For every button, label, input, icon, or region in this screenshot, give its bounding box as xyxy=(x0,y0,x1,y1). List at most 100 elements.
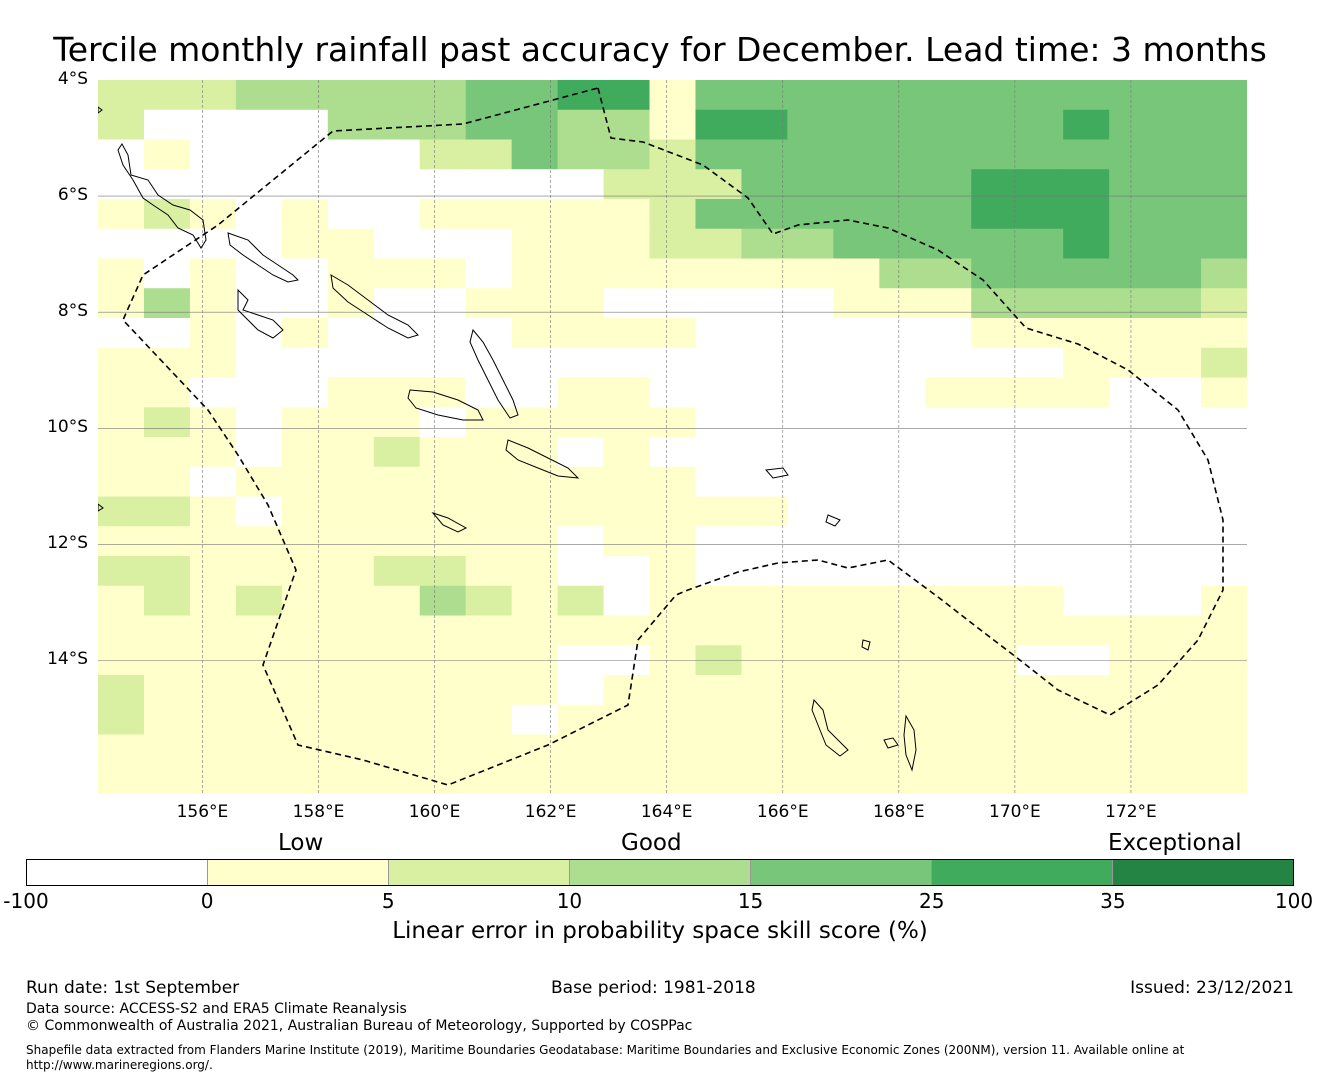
skill-cell xyxy=(511,407,559,438)
skill-cell xyxy=(98,199,145,230)
skill-cell xyxy=(98,675,145,706)
skill-cell xyxy=(879,228,926,260)
skill-cell xyxy=(1201,347,1247,379)
skill-cell xyxy=(1063,437,1110,468)
island-malekula xyxy=(883,737,899,749)
latitude-label: 14°S xyxy=(47,649,88,670)
colorbar-segment xyxy=(27,860,208,885)
skill-cell xyxy=(787,556,834,587)
skill-cell xyxy=(189,615,237,646)
skill-cell xyxy=(1201,496,1247,527)
skill-cell xyxy=(695,704,743,736)
colorbar-tick-label: -100 xyxy=(3,889,49,913)
skill-cell xyxy=(879,169,926,200)
skill-cell xyxy=(603,199,651,230)
skill-cell xyxy=(603,734,651,765)
skill-cell xyxy=(695,318,743,349)
island-vanua-lava xyxy=(861,639,871,651)
skill-cell xyxy=(98,139,145,170)
skill-cell xyxy=(1017,80,1064,111)
skill-cell xyxy=(1155,169,1202,200)
skill-cell xyxy=(189,496,237,527)
skill-cell xyxy=(1017,258,1064,289)
skill-cell xyxy=(419,437,467,468)
skill-cell xyxy=(419,347,467,379)
skill-cell xyxy=(465,466,513,498)
skill-cell xyxy=(511,169,559,200)
skill-cell xyxy=(235,228,283,260)
skill-cell xyxy=(557,139,605,170)
skill-cell xyxy=(327,377,375,408)
skill-cell xyxy=(1063,139,1110,170)
skill-cell xyxy=(787,199,834,230)
skill-cell xyxy=(603,615,651,646)
skill-cell xyxy=(603,675,651,706)
skill-cell xyxy=(511,199,559,230)
skill-cell xyxy=(833,377,880,408)
skill-cell xyxy=(327,526,375,557)
skill-cell xyxy=(603,109,651,141)
skill-cell xyxy=(465,228,513,260)
skill-cell xyxy=(1109,615,1156,646)
skill-cell xyxy=(189,288,237,319)
skill-cell xyxy=(281,347,329,379)
colorbar-segment xyxy=(570,860,751,885)
skill-cell xyxy=(1109,734,1156,765)
skill-cell xyxy=(695,139,743,170)
skill-cell xyxy=(1063,764,1110,794)
skill-map-canvas xyxy=(98,80,1247,794)
skill-cell xyxy=(511,615,559,646)
skill-cell xyxy=(649,556,697,587)
category-label-low: Low xyxy=(278,830,324,856)
skill-cell xyxy=(649,407,697,438)
skill-cell xyxy=(649,466,697,498)
skill-cell xyxy=(327,466,375,498)
skill-cell xyxy=(143,139,191,170)
skill-cell xyxy=(373,437,421,468)
island-bougainville xyxy=(117,143,207,249)
skill-cell xyxy=(1155,377,1202,408)
skill-cell xyxy=(925,347,972,379)
skill-cell xyxy=(143,318,191,349)
skill-cell xyxy=(603,228,651,260)
skill-cell xyxy=(557,437,605,468)
skill-cell xyxy=(971,139,1018,170)
skill-cell xyxy=(1155,526,1202,557)
skill-cell xyxy=(695,109,743,141)
skill-cell xyxy=(1109,704,1156,736)
skill-cell xyxy=(189,109,237,141)
skill-cell xyxy=(925,258,972,289)
skill-cell xyxy=(511,585,559,617)
skill-cell xyxy=(603,318,651,349)
skill-cell xyxy=(925,437,972,468)
skill-cell xyxy=(879,258,926,289)
skill-cell xyxy=(879,288,926,319)
skill-cell xyxy=(971,258,1018,289)
skill-cell xyxy=(235,288,283,319)
skill-cell xyxy=(1201,258,1247,289)
island-new-georgia xyxy=(237,288,284,339)
skill-cell xyxy=(327,734,375,765)
skill-cell xyxy=(98,347,145,379)
skill-cell xyxy=(235,734,283,765)
skill-cell xyxy=(557,704,605,736)
skill-cell xyxy=(1201,704,1247,736)
skill-cell xyxy=(511,437,559,468)
skill-cell xyxy=(1017,615,1064,646)
skill-cell xyxy=(419,228,467,260)
skill-cell xyxy=(787,80,834,111)
skill-cell xyxy=(373,764,421,794)
skill-cell xyxy=(1155,437,1202,468)
shapefile-credit: Shapefile data extracted from Flanders M… xyxy=(26,1043,1296,1073)
skill-cell xyxy=(281,556,329,587)
skill-cell xyxy=(327,139,375,170)
coastlines xyxy=(98,106,917,772)
skill-cell xyxy=(557,466,605,498)
skill-cell xyxy=(189,377,237,408)
skill-cell xyxy=(925,526,972,557)
colorbar-tick-label: 0 xyxy=(200,889,214,913)
skill-cell xyxy=(879,437,926,468)
skill-cell xyxy=(787,585,834,617)
skill-cell xyxy=(1063,199,1110,230)
skill-cell xyxy=(925,407,972,438)
